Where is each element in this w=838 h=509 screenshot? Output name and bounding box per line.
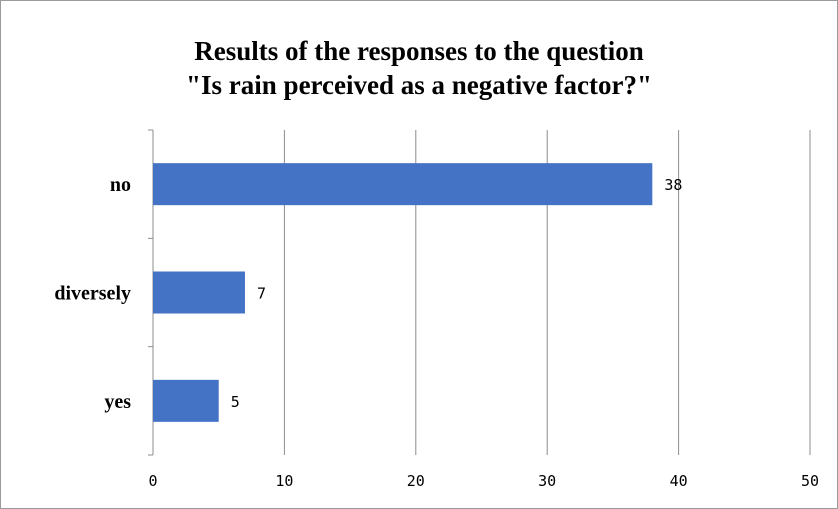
x-tick-label-40: 40	[670, 472, 688, 490]
chart-title-line-2: "Is rain perceived as a negative factor?…	[186, 70, 652, 100]
category-label-no: no	[110, 174, 131, 196]
x-tick-label-10: 10	[275, 472, 293, 490]
category-label-diversely: diversely	[54, 283, 131, 305]
data-label-diversely: 7	[257, 285, 266, 303]
chart-title-line-1: Results of the responses to the question	[194, 36, 644, 66]
data-label-yes: 5	[231, 393, 240, 411]
category-label-yes: yes	[104, 391, 131, 413]
x-tick-label-30: 30	[538, 472, 556, 490]
chart-title: Results of the responses to the question…	[0, 34, 838, 102]
bar-no	[153, 163, 653, 206]
x-tick-label-20: 20	[407, 472, 425, 490]
bar-diversely	[153, 271, 245, 314]
x-tick-label-50: 50	[801, 472, 819, 490]
bar-yes	[153, 379, 219, 422]
x-tick-label-0: 0	[148, 472, 157, 490]
data-label-no: 38	[664, 176, 682, 194]
